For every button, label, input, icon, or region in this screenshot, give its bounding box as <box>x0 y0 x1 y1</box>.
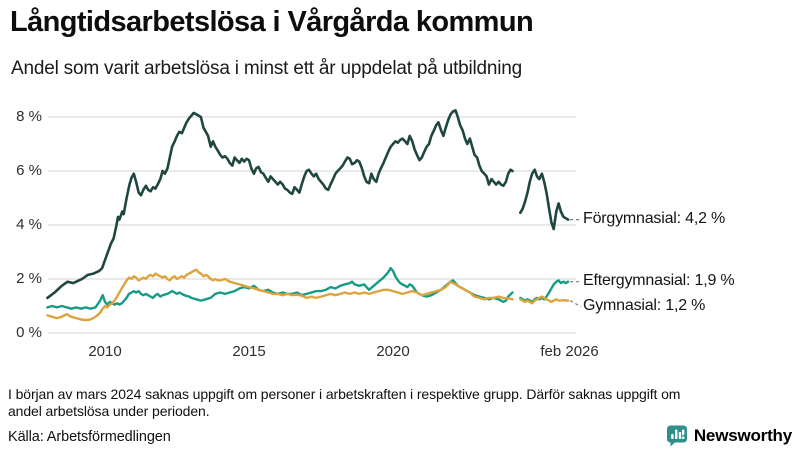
x-axis-tick-2015: 2015 <box>232 343 266 360</box>
x-axis-tick-2020: 2020 <box>376 343 410 360</box>
y-axis-tick-2: 2 % <box>16 270 42 287</box>
page-title: Långtidsarbetslösa i Vårgårda kommun <box>10 6 534 38</box>
source-credit: Källa: Arbetsförmedlingen <box>8 429 171 445</box>
line-chart <box>46 109 582 334</box>
brand-name: Newsworthy <box>693 425 792 445</box>
series-end-label-forgymnasial: Förgymnasial: 4,2 % <box>583 210 726 227</box>
footnote-line-1: I början av mars 2024 saknas uppgift om … <box>8 386 681 402</box>
y-axis-tick-0: 0 % <box>16 324 42 341</box>
newsworthy-logo-icon <box>666 425 687 447</box>
y-axis-tick-6: 6 % <box>16 162 42 179</box>
y-axis-tick-8: 8 % <box>16 108 42 125</box>
series-end-label-gymnasial: Gymnasial: 1,2 % <box>583 297 706 314</box>
series-end-label-eftergymnasial: Eftergymnasial: 1,9 % <box>583 272 735 289</box>
newsworthy-brand[interactable]: Newsworthy <box>666 424 792 447</box>
x-axis-tick-feb-2026: feb 2026 <box>540 343 599 360</box>
x-axis-tick-2010: 2010 <box>88 343 122 360</box>
y-axis-tick-4: 4 % <box>16 216 42 233</box>
page-subtitle: Andel som varit arbetslösa i minst ett å… <box>11 58 523 79</box>
footnote-line-2: andel arbetslösa under perioden. <box>8 403 210 419</box>
